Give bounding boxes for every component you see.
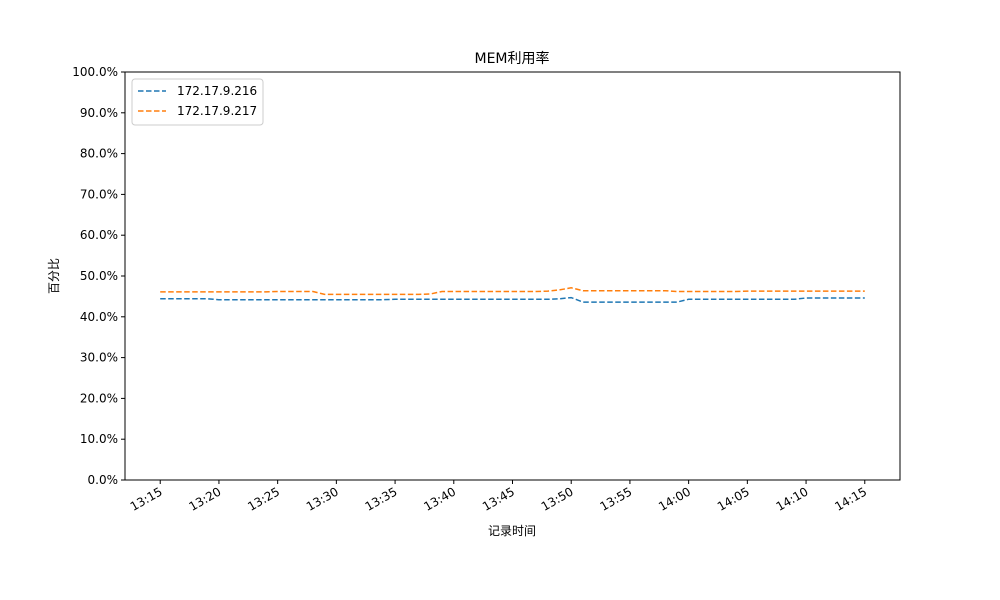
x-tick-label: 14:00	[656, 484, 693, 513]
y-tick-label: 90.0%	[80, 106, 118, 120]
legend: 172.17.9.216 172.17.9.217	[131, 78, 264, 126]
y-tick-label: 60.0%	[80, 228, 118, 242]
y-axis-label: 百分比	[47, 258, 61, 294]
y-tick-label: 0.0%	[88, 473, 119, 487]
x-tick-label: 14:10	[774, 484, 811, 513]
y-tick-label: 100.0%	[72, 65, 118, 79]
legend-label-1: 172.17.9.216	[177, 84, 257, 98]
x-tick-label: 14:15	[832, 484, 869, 513]
x-tick-label: 13:50	[539, 484, 576, 513]
y-tick-label: 70.0%	[80, 187, 118, 201]
plot-frame	[124, 71, 901, 481]
x-tick-label: 13:20	[186, 484, 223, 513]
x-tick-label: 13:25	[245, 484, 282, 513]
x-tick-label: 13:15	[128, 484, 165, 513]
y-tick-label: 20.0%	[80, 391, 118, 405]
x-tick-label: 13:35	[363, 484, 400, 513]
legend-label-2: 172.17.9.217	[177, 104, 257, 118]
x-tick-label: 13:40	[421, 484, 458, 513]
y-tick-label: 10.0%	[80, 432, 118, 446]
y-tick-label: 40.0%	[80, 310, 118, 324]
x-tick-label: 13:45	[480, 484, 517, 513]
series-line-2	[160, 287, 865, 296]
x-tick-label: 14:05	[715, 484, 752, 513]
y-tick-label: 80.0%	[80, 147, 118, 161]
plot-area: 0.0% 10.0% 20.0% 30.0% 40.0% 50.0% 60.0% 70.0% 8…	[72, 65, 869, 514]
y-tick-label: 50.0%	[80, 269, 118, 283]
chart-title: MEM利用率	[474, 50, 549, 67]
x-tick-label: 13:55	[597, 484, 634, 513]
x-axis-label: 记录时间	[488, 524, 536, 538]
series-line-1	[160, 296, 865, 303]
x-tick-label: 13:30	[304, 484, 341, 513]
y-tick-label: 30.0%	[80, 351, 118, 365]
